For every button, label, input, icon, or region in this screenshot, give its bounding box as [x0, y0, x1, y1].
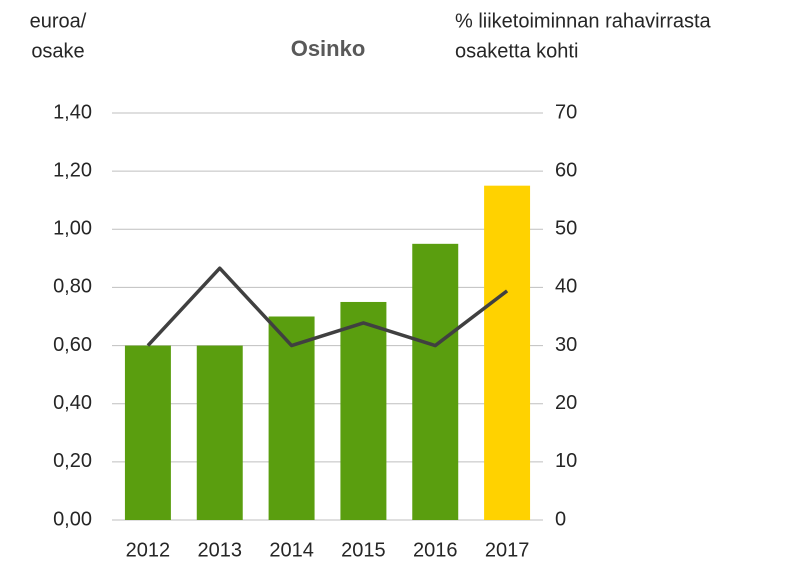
y2-tick-label: 50: [555, 218, 577, 240]
line: [146, 266, 509, 348]
x-tick-label: 2016: [413, 539, 458, 561]
x-tick-label: 2013: [198, 539, 243, 561]
x-tick-label: 2017: [485, 539, 530, 561]
bar: [412, 243, 459, 521]
y2-tick-label: 0: [555, 508, 566, 530]
y-tick-label: 1,20: [53, 159, 92, 181]
y-tick-label: 0,80: [53, 276, 92, 298]
y-tick-label: 1,00: [53, 218, 92, 240]
y-axis-label: euroa/: [30, 10, 87, 32]
y2-tick-label: 10: [555, 450, 577, 472]
y2-tick-label: 40: [555, 276, 577, 298]
y2-tick-label: 20: [555, 392, 577, 414]
x-tick-label: 2012: [126, 539, 171, 561]
y2-axis-label: % liiketoiminnan rahavirrasta: [455, 10, 712, 32]
y-tick-label: 0,20: [53, 450, 92, 472]
y-tick-label: 0,60: [53, 334, 92, 356]
y2-axis-label: osaketta kohti: [455, 40, 578, 62]
x-tick-label: 2015: [341, 539, 386, 561]
y2-tick-label: 70: [555, 101, 577, 123]
bar: [196, 345, 243, 520]
chart-title: Osinko: [291, 36, 366, 61]
y-axis-label: osake: [31, 40, 84, 62]
y-tick-label: 0,00: [53, 508, 92, 530]
bar: [268, 316, 315, 520]
y-tick-label: 0,40: [53, 392, 92, 414]
x-tick-label: 2014: [269, 539, 314, 561]
bar: [484, 185, 531, 520]
y2-tick-label: 60: [555, 159, 577, 181]
y-tick-label: 1,40: [53, 101, 92, 123]
bar: [124, 345, 171, 520]
bar: [340, 301, 387, 520]
y2-tick-label: 30: [555, 334, 577, 356]
